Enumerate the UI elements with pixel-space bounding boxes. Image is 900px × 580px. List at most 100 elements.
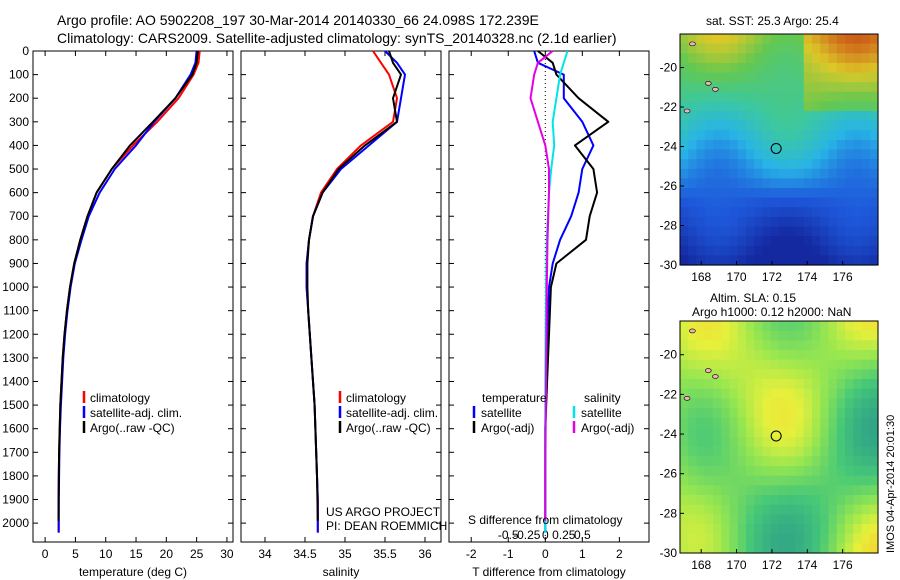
- map-cell: [845, 43, 854, 54]
- x-tick-label: 36: [418, 547, 432, 561]
- map-cell: [861, 524, 871, 535]
- map-cell: [770, 427, 780, 438]
- map-cell: [737, 524, 747, 535]
- map-cell: [795, 330, 805, 341]
- map-cell: [828, 207, 838, 218]
- map-cell: [861, 120, 871, 131]
- series-line-satellite-adj-clim-: [57, 50, 198, 533]
- map-cell: [680, 417, 689, 428]
- map-cell: [721, 388, 731, 399]
- map-cell: [869, 524, 879, 535]
- map-cell: [770, 236, 780, 247]
- map-cell: [737, 446, 747, 457]
- map-cell: [770, 168, 780, 179]
- map-cell: [696, 533, 706, 544]
- map-cell: [820, 340, 830, 351]
- map-cell: [680, 379, 689, 390]
- map-cell: [704, 130, 714, 141]
- map-cell: [869, 533, 879, 544]
- map-cell: [721, 437, 731, 448]
- map-cell: [820, 91, 830, 102]
- x-tick-label: 1: [579, 547, 586, 561]
- map-cell: [820, 408, 830, 419]
- map-cell: [861, 236, 871, 247]
- map-cell: [845, 543, 854, 554]
- map-cell: [704, 543, 714, 554]
- map-cell: [836, 130, 846, 141]
- map-cell: [795, 543, 805, 554]
- map-cell: [869, 62, 879, 74]
- map-cell: [680, 62, 689, 74]
- map-cell: [754, 321, 764, 332]
- map-cell: [688, 139, 698, 151]
- map-cell: [746, 149, 755, 160]
- map-cell: [836, 524, 846, 535]
- map-cell: [713, 388, 722, 399]
- map-cell: [680, 408, 689, 419]
- map-cell: [853, 456, 863, 467]
- map-cell: [845, 236, 854, 247]
- map-cell: [746, 427, 755, 438]
- map-cell: [754, 207, 764, 218]
- map-cell: [828, 369, 838, 380]
- map-cell: [762, 369, 772, 380]
- map-cell: [688, 245, 698, 256]
- map-cell: [828, 475, 838, 486]
- map-cell: [803, 504, 813, 515]
- map-cell: [828, 379, 838, 390]
- map-cell: [754, 101, 764, 112]
- legend-salinity-title: salinity: [584, 391, 621, 405]
- map-cell: [729, 91, 739, 102]
- map-cell: [680, 130, 689, 141]
- map-cell: [795, 120, 805, 131]
- map-cell: [737, 417, 747, 428]
- map-cell: [704, 82, 714, 93]
- map-cell: [845, 359, 854, 370]
- map-cell: [762, 226, 772, 237]
- map-cell: [845, 159, 854, 170]
- map-cell: [812, 543, 821, 554]
- map-y-tick-label: -30: [660, 258, 678, 272]
- map-cell: [787, 188, 797, 199]
- map-cell: [704, 236, 714, 247]
- map-cell: [762, 446, 772, 457]
- map-cell: [746, 456, 755, 467]
- map-y-tick-label: -28: [660, 506, 678, 520]
- map-cell: [787, 321, 797, 332]
- map-cell: [869, 398, 879, 409]
- map-cell: [779, 62, 788, 74]
- map-cell: [795, 446, 805, 457]
- map-cell: [836, 255, 846, 266]
- map-cell: [803, 388, 813, 399]
- map-cell: [729, 388, 739, 399]
- map-cell: [680, 149, 689, 160]
- map-cell: [836, 340, 846, 351]
- map-cell: [688, 485, 698, 496]
- map-cell: [845, 168, 854, 179]
- map-cell: [787, 168, 797, 179]
- map-cell: [688, 350, 698, 361]
- map-cell: [746, 111, 755, 122]
- map-cell: [680, 245, 689, 256]
- map-cell: [770, 111, 780, 122]
- map-cell: [845, 226, 854, 237]
- map-cell: [861, 417, 871, 428]
- map-cell: [820, 350, 830, 361]
- map-cell: [828, 359, 838, 370]
- map-cell: [762, 388, 772, 399]
- map-cell: [861, 388, 871, 399]
- map-cell: [696, 91, 706, 102]
- island-marker: [712, 374, 719, 379]
- map-cell: [845, 350, 854, 361]
- map-cell: [770, 53, 780, 64]
- map-cell: [828, 34, 838, 45]
- map-cell: [729, 236, 739, 247]
- map-cell: [704, 207, 714, 218]
- map-cell: [737, 379, 747, 390]
- map-cell: [704, 504, 714, 515]
- map-cell: [746, 379, 755, 390]
- map-cell: [779, 34, 788, 45]
- map-cell: [770, 437, 780, 448]
- map-cell: [688, 456, 698, 467]
- map-cell: [828, 149, 838, 160]
